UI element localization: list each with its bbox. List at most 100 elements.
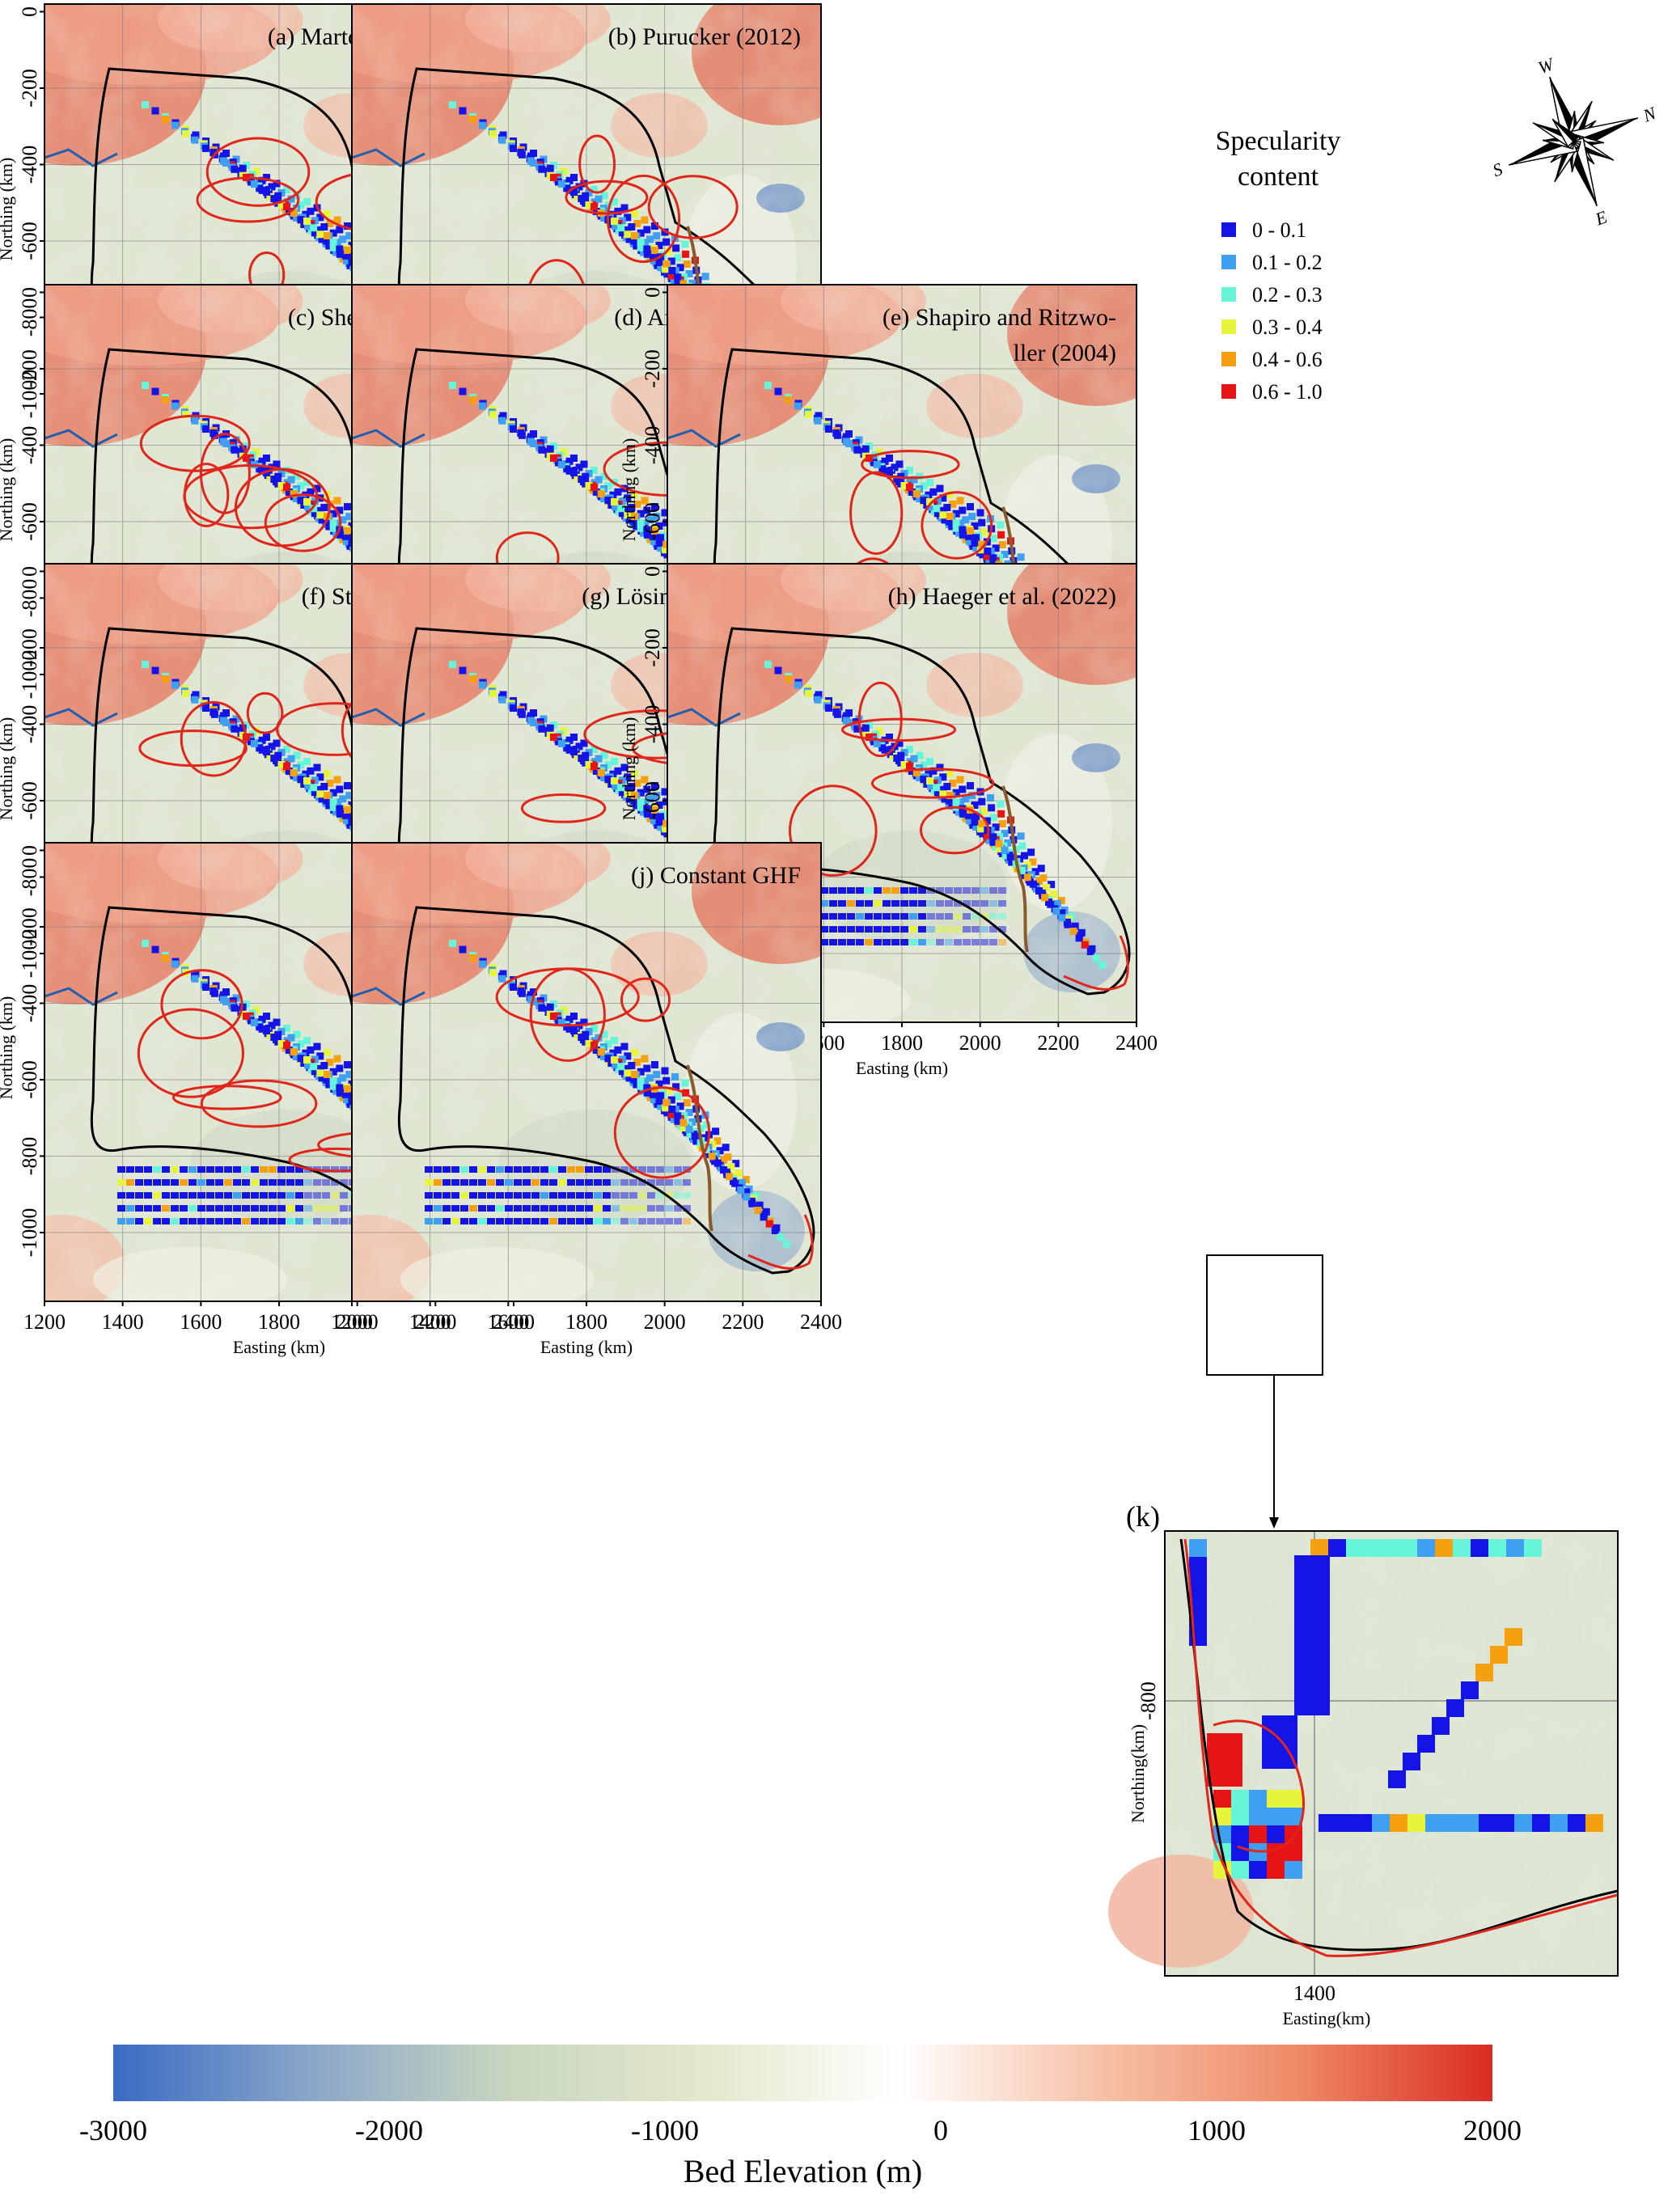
y-tick-label: -1000 bbox=[18, 1208, 41, 1258]
y-tick-label: -800 bbox=[18, 858, 41, 897]
legend-swatch bbox=[1221, 319, 1236, 334]
y-tick-label: -400 bbox=[18, 705, 41, 744]
inset-extent-box bbox=[1206, 1254, 1323, 1376]
y-axis-label: Northing (km) bbox=[619, 717, 639, 821]
x-tick-label: 1200 bbox=[23, 1310, 66, 1334]
x-tick-label: 1600 bbox=[487, 1310, 529, 1334]
y-tick-label: -1000 bbox=[18, 929, 41, 979]
y-tick-label: -200 bbox=[641, 349, 664, 388]
y-tick-label: 0 bbox=[18, 845, 41, 856]
legend-swatch bbox=[1221, 287, 1236, 302]
legend-item-label: 0.3 - 0.4 bbox=[1252, 315, 1323, 339]
y-tick-label: -400 bbox=[641, 705, 664, 744]
legend-swatch bbox=[1221, 352, 1236, 366]
y-axis-label: Northing (km) bbox=[0, 717, 16, 821]
map-panel-e: (e) Shapiro and Ritzwo-ller (2004) 0 -200 -… bbox=[619, 284, 1137, 744]
y-tick-label: 0 bbox=[18, 6, 41, 17]
legend-item-label: 0.1 - 0.2 bbox=[1252, 251, 1323, 274]
x-axis-label: Easting (km) bbox=[856, 1058, 948, 1078]
map-panel-j: (j) Constant GHF 1200 1400 1600 1800 2000 2200… bbox=[331, 842, 842, 1357]
colorbar-label: Bed Elevation (m) bbox=[684, 2153, 922, 2189]
x-tick-label: 2400 bbox=[800, 1310, 842, 1334]
x-tick-label: 1200 bbox=[331, 1310, 373, 1334]
colorbar-tick-label: -3000 bbox=[79, 2114, 147, 2146]
compass-letter: E bbox=[1592, 206, 1611, 230]
subglacial-contours bbox=[495, 967, 814, 1270]
y-tick-label: -400 bbox=[18, 146, 41, 184]
y-tick-label: -200 bbox=[18, 907, 41, 946]
y-tick-label: 0 bbox=[641, 566, 664, 577]
y-tick-label: -800 bbox=[18, 298, 41, 337]
inset-x-tick: 1400 bbox=[1293, 1981, 1335, 2005]
legend-swatch bbox=[1221, 255, 1236, 269]
x-tick-label: 1400 bbox=[102, 1310, 144, 1334]
legend-title: content bbox=[1238, 162, 1319, 192]
x-axis-label: Easting (km) bbox=[233, 1337, 325, 1357]
colorbar-tick-label: -1000 bbox=[631, 2114, 699, 2146]
legend-item-label: 0 - 0.1 bbox=[1252, 218, 1306, 242]
inset-y-label: Northing(km) bbox=[1128, 1724, 1148, 1823]
x-tick-label: 2000 bbox=[337, 1310, 379, 1334]
y-tick-label: -400 bbox=[18, 984, 41, 1023]
y-axis-label: Northing (km) bbox=[0, 438, 16, 542]
colorbar-tick-label: 1000 bbox=[1187, 2114, 1246, 2146]
legend-swatch bbox=[1221, 384, 1236, 399]
x-axis-label: Easting (km) bbox=[540, 1337, 633, 1357]
compass-letter: S bbox=[1490, 159, 1505, 180]
panel-title: (b) Purucker (2012) bbox=[608, 23, 801, 50]
x-tick-label: 2200 bbox=[414, 1310, 456, 1334]
legend-item-label: 0.4 - 0.6 bbox=[1252, 348, 1323, 371]
y-tick-label: 0 bbox=[18, 566, 41, 577]
inset-x-label: Easting(km) bbox=[1283, 2008, 1371, 2028]
panel-title: (h) Haeger et al. (2022) bbox=[888, 583, 1116, 610]
legend-item-label: 0.6 - 1.0 bbox=[1252, 380, 1323, 404]
y-tick-label: -600 bbox=[18, 781, 41, 820]
x-tick-label: 2200 bbox=[1037, 1031, 1079, 1055]
y-tick-label: -800 bbox=[18, 1137, 41, 1176]
y-tick-label: -400 bbox=[641, 426, 664, 465]
legend-swatch bbox=[1221, 222, 1236, 237]
legend-title: Specularity bbox=[1216, 126, 1341, 156]
x-tick-label: 2400 bbox=[493, 1310, 535, 1334]
panel-title-line: (e) Shapiro and Ritzwo- bbox=[883, 304, 1116, 331]
panel-title: (j) Constant GHF bbox=[631, 862, 801, 889]
subglacial-contours bbox=[789, 681, 1129, 991]
compass-letter: N bbox=[1640, 103, 1660, 126]
panel-title-line: ller (2004) bbox=[1014, 340, 1116, 366]
y-tick-label: -200 bbox=[18, 69, 41, 108]
y-tick-label: -600 bbox=[18, 502, 41, 541]
y-tick-label: -400 bbox=[18, 426, 41, 465]
x-tick-label: 2000 bbox=[644, 1310, 686, 1334]
x-tick-label: 2200 bbox=[722, 1310, 764, 1334]
legend-item-label: 0.2 - 0.3 bbox=[1252, 283, 1323, 307]
compass-letter: W bbox=[1535, 53, 1557, 78]
x-tick-label: 2000 bbox=[959, 1031, 1001, 1055]
y-tick-label: -200 bbox=[18, 349, 41, 388]
y-tick-label: -800 bbox=[18, 579, 41, 618]
y-tick-label: -1000 bbox=[18, 650, 41, 700]
y-tick-label: -200 bbox=[641, 628, 664, 667]
map-grid bbox=[352, 843, 821, 1301]
x-tick-label: 1800 bbox=[258, 1310, 300, 1334]
y-axis-label: Northing (km) bbox=[0, 158, 16, 261]
x-tick-label: 1800 bbox=[565, 1310, 607, 1334]
bed-elevation-colorbar: -3000 -2000 -1000 0 1000 2000 Bed Elevation (m… bbox=[79, 2045, 1522, 2189]
inset-label: (k) bbox=[1126, 1500, 1160, 1533]
colorbar-tick-label: 2000 bbox=[1463, 2114, 1522, 2146]
y-tick-label: -600 bbox=[641, 781, 664, 820]
y-axis-label: Northing (km) bbox=[619, 438, 639, 542]
y-tick-label: -600 bbox=[18, 222, 41, 260]
x-tick-label: 2400 bbox=[1115, 1031, 1158, 1055]
colorbar-tick-label: 0 bbox=[933, 2114, 948, 2146]
x-tick-label: 1600 bbox=[180, 1310, 222, 1334]
x-tick-label: 1400 bbox=[409, 1310, 451, 1334]
specularity-legend: Specularity content 0 - 0.1 0.1 - 0.2 0.2 - … bbox=[1216, 126, 1341, 404]
colorbar-tick-label: -2000 bbox=[355, 2114, 423, 2146]
y-tick-label: 0 bbox=[641, 287, 664, 298]
y-axis-label: Northing (km) bbox=[0, 996, 16, 1100]
compass-rose-icon: W S N E bbox=[1490, 53, 1660, 230]
x-tick-label: 1800 bbox=[881, 1031, 923, 1055]
y-tick-label: -200 bbox=[18, 628, 41, 667]
y-tick-label: -600 bbox=[641, 502, 664, 541]
